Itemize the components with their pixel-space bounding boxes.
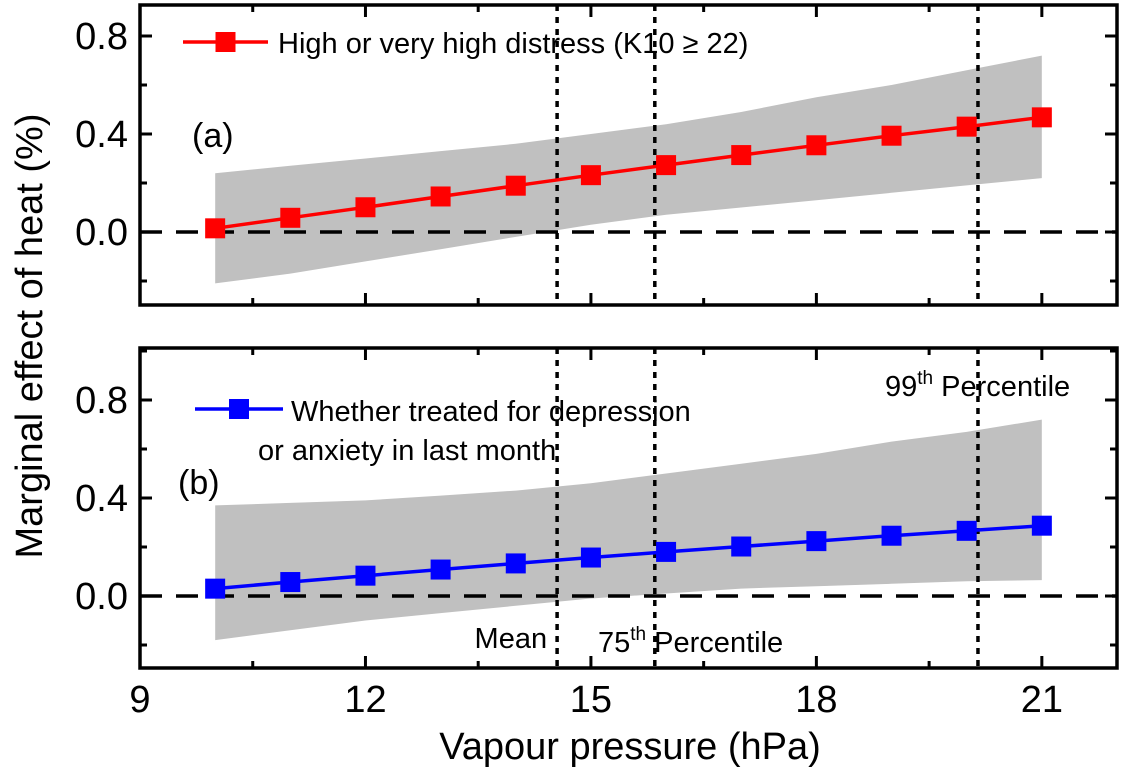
panel-label: (a): [192, 117, 234, 155]
data-point: [205, 578, 226, 599]
data-point: [505, 175, 526, 196]
data-point: [731, 536, 752, 557]
series-line: [214, 115, 1043, 231]
x-tick-label: 12: [344, 679, 386, 721]
data-point: [505, 553, 526, 574]
x-tick-label: 18: [795, 679, 837, 721]
data-point: [731, 145, 752, 166]
data-point: [580, 547, 601, 568]
legend-marker: [229, 399, 249, 419]
data-point: [205, 218, 226, 239]
data-point: [881, 525, 902, 546]
legend-label: Whether treated for depression: [291, 396, 691, 428]
legend-label: High or very high distress (K10 ≥ 22): [278, 28, 748, 60]
y-tick-label: 0.8: [75, 380, 128, 422]
y-tick-label: 0.0: [75, 576, 128, 618]
data-point: [956, 116, 977, 137]
data-point: [881, 125, 902, 146]
data-point: [430, 186, 451, 207]
data-point: [806, 135, 827, 156]
panel-frame: [138, 346, 1119, 670]
y-axis-title: Marginal effect of heat (%): [9, 114, 51, 559]
data-point: [355, 197, 376, 218]
data-point: [355, 565, 376, 586]
x-tick-label: 15: [570, 679, 612, 721]
mean-label: Mean: [475, 623, 548, 655]
y-tick-label: 0.0: [75, 212, 128, 254]
data-point: [956, 520, 977, 541]
confidence-band: [215, 419, 1042, 641]
panel-label: (b): [178, 464, 220, 502]
x-axis-title: Vapour pressure (hPa): [439, 726, 821, 768]
shared-axes: 9 12 15 18 21 Vapour pressure (hPa) Marginal e…: [9, 114, 1070, 768]
series-line: [215, 523, 1042, 591]
legend-marker: [215, 32, 236, 52]
x-tick-label: 21: [1021, 679, 1063, 721]
data-point: [280, 572, 301, 593]
y-tick-label: 0.4: [75, 478, 128, 520]
data-point: [280, 207, 301, 228]
y-tick-label: 0.8: [75, 16, 128, 58]
x-tick-label: 9: [129, 679, 150, 721]
p99-label: 99th Percentile: [885, 368, 1070, 403]
data-point: [580, 165, 601, 186]
y-tick-label: 0.4: [75, 114, 128, 156]
data-point: [430, 559, 451, 580]
data-point: [1031, 107, 1052, 128]
data-point: [806, 531, 827, 552]
data-point: [656, 541, 677, 562]
panel-b: 0.0 0.4 0.8 Whether treated for depression o…: [75, 346, 1119, 670]
data-point: [656, 155, 677, 176]
data-point: [1031, 515, 1052, 536]
p75-label: 75th Percentile: [598, 624, 783, 659]
legend-label: or anxiety in last month: [258, 435, 556, 467]
panel-frame: [138, 3, 1119, 307]
panel-a: 0.0 0.4 0.8 High or very high distress (K10…: [75, 3, 1119, 307]
